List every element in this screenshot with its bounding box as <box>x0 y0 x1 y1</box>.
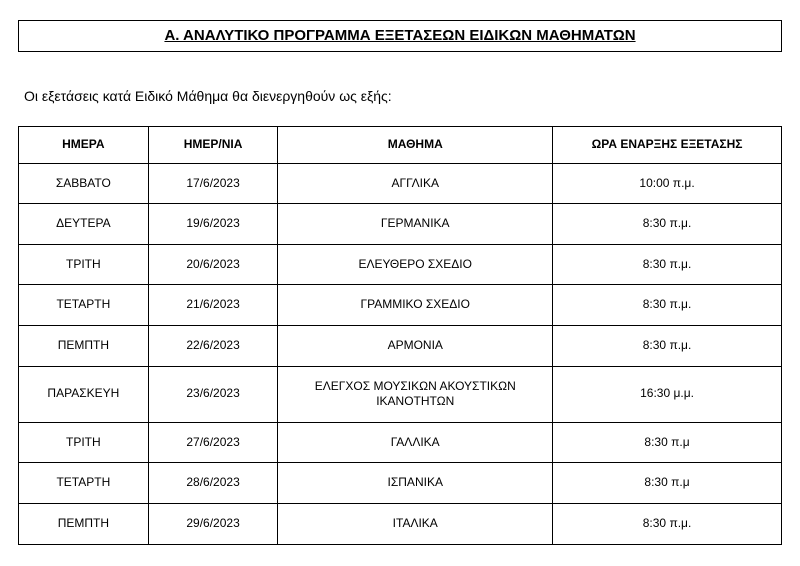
cell-subject: ΕΛΕΥΘΕΡΟ ΣΧΕΔΙΟ <box>278 244 553 285</box>
cell-time: 8:30 π.μ <box>553 463 782 504</box>
cell-time: 8:30 π.μ. <box>553 285 782 326</box>
cell-subject: ΑΓΓΛΙΚΑ <box>278 163 553 204</box>
cell-day: ΔΕΥΤΕΡΑ <box>19 204 149 245</box>
cell-date: 23/6/2023 <box>148 366 278 422</box>
col-header-subject: ΜΑΘΗΜΑ <box>278 127 553 164</box>
cell-subject: ΙΤΑΛΙΚΑ <box>278 503 553 544</box>
intro-text: Οι εξετάσεις κατά Ειδικό Μάθημα θα διενε… <box>24 88 782 104</box>
cell-time: 8:30 π.μ. <box>553 204 782 245</box>
cell-day: ΤΕΤΑΡΤΗ <box>19 285 149 326</box>
table-row: ΠΕΜΠΤΗ 22/6/2023 ΑΡΜΟΝΙΑ 8:30 π.μ. <box>19 325 782 366</box>
cell-date: 19/6/2023 <box>148 204 278 245</box>
col-header-date: ΗΜΕΡ/ΝΙΑ <box>148 127 278 164</box>
cell-day: ΠΕΜΠΤΗ <box>19 325 149 366</box>
cell-subject: ΓΑΛΛΙΚΑ <box>278 422 553 463</box>
table-header-row: ΗΜΕΡΑ ΗΜΕΡ/ΝΙΑ ΜΑΘΗΜΑ ΩΡΑ ΕΝΑΡΞΗΣ ΕΞΕΤΑΣ… <box>19 127 782 164</box>
cell-date: 21/6/2023 <box>148 285 278 326</box>
page-title: Α. ΑΝΑΛΥΤΙΚΟ ΠΡΟΓΡΑΜΜΑ ΕΞΕΤΑΣΕΩΝ ΕΙΔΙΚΩΝ… <box>164 27 635 44</box>
table-row: ΤΡΙΤΗ 27/6/2023 ΓΑΛΛΙΚΑ 8:30 π.μ <box>19 422 782 463</box>
cell-time: 10:00 π.μ. <box>553 163 782 204</box>
cell-day: ΤΡΙΤΗ <box>19 244 149 285</box>
cell-time: 8:30 π.μ <box>553 422 782 463</box>
cell-subject: ΙΣΠΑΝΙΚΑ <box>278 463 553 504</box>
table-row: ΣΑΒΒΑΤΟ 17/6/2023 ΑΓΓΛΙΚΑ 10:00 π.μ. <box>19 163 782 204</box>
cell-date: 22/6/2023 <box>148 325 278 366</box>
table-row: ΤΕΤΑΡΤΗ 21/6/2023 ΓΡΑΜΜΙΚΟ ΣΧΕΔΙΟ 8:30 π… <box>19 285 782 326</box>
table-row: ΤΕΤΑΡΤΗ 28/6/2023 ΙΣΠΑΝΙΚΑ 8:30 π.μ <box>19 463 782 504</box>
cell-time: 8:30 π.μ. <box>553 325 782 366</box>
cell-date: 28/6/2023 <box>148 463 278 504</box>
cell-day: ΣΑΒΒΑΤΟ <box>19 163 149 204</box>
cell-date: 27/6/2023 <box>148 422 278 463</box>
cell-subject: ΓΕΡΜΑΝΙΚΑ <box>278 204 553 245</box>
exam-schedule-table: ΗΜΕΡΑ ΗΜΕΡ/ΝΙΑ ΜΑΘΗΜΑ ΩΡΑ ΕΝΑΡΞΗΣ ΕΞΕΤΑΣ… <box>18 126 782 545</box>
title-box: Α. ΑΝΑΛΥΤΙΚΟ ΠΡΟΓΡΑΜΜΑ ΕΞΕΤΑΣΕΩΝ ΕΙΔΙΚΩΝ… <box>18 20 782 52</box>
cell-day: ΤΡΙΤΗ <box>19 422 149 463</box>
cell-time: 16:30 μ.μ. <box>553 366 782 422</box>
cell-date: 17/6/2023 <box>148 163 278 204</box>
cell-time: 8:30 π.μ. <box>553 244 782 285</box>
table-row: ΤΡΙΤΗ 20/6/2023 ΕΛΕΥΘΕΡΟ ΣΧΕΔΙΟ 8:30 π.μ… <box>19 244 782 285</box>
col-header-time: ΩΡΑ ΕΝΑΡΞΗΣ ΕΞΕΤΑΣΗΣ <box>553 127 782 164</box>
cell-date: 29/6/2023 <box>148 503 278 544</box>
cell-day: ΠΕΜΠΤΗ <box>19 503 149 544</box>
cell-day: ΠΑΡΑΣΚΕΥΗ <box>19 366 149 422</box>
cell-subject: ΕΛΕΓΧΟΣ ΜΟΥΣΙΚΩΝ ΑΚΟΥΣΤΙΚΩΝ ΙΚΑΝΟΤΗΤΩΝ <box>278 366 553 422</box>
cell-subject: ΓΡΑΜΜΙΚΟ ΣΧΕΔΙΟ <box>278 285 553 326</box>
cell-date: 20/6/2023 <box>148 244 278 285</box>
cell-subject: ΑΡΜΟΝΙΑ <box>278 325 553 366</box>
table-row: ΔΕΥΤΕΡΑ 19/6/2023 ΓΕΡΜΑΝΙΚΑ 8:30 π.μ. <box>19 204 782 245</box>
col-header-day: ΗΜΕΡΑ <box>19 127 149 164</box>
table-row: ΠΕΜΠΤΗ 29/6/2023 ΙΤΑΛΙΚΑ 8:30 π.μ. <box>19 503 782 544</box>
cell-time: 8:30 π.μ. <box>553 503 782 544</box>
table-row: ΠΑΡΑΣΚΕΥΗ 23/6/2023 ΕΛΕΓΧΟΣ ΜΟΥΣΙΚΩΝ ΑΚΟ… <box>19 366 782 422</box>
cell-day: ΤΕΤΑΡΤΗ <box>19 463 149 504</box>
